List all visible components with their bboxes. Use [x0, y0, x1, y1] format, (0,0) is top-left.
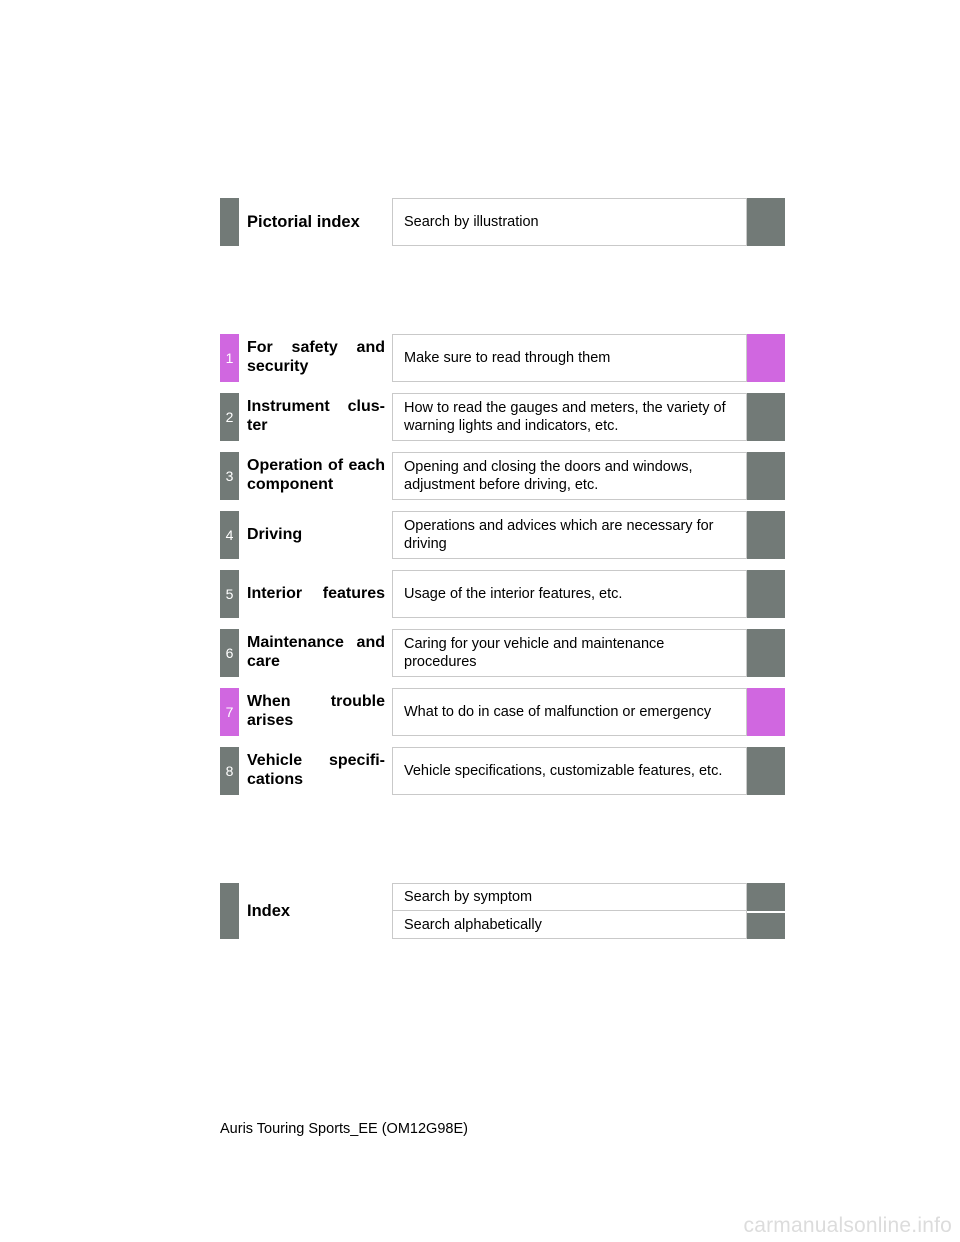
- page: Pictorial index Search by illustration 1…: [0, 0, 960, 1242]
- chapter-description: Operations and advices which are necessa…: [392, 511, 747, 559]
- chapter-right-tab: [747, 452, 785, 500]
- index-desc-2: Search alphabetically: [392, 911, 747, 939]
- chapter-title: Driving: [239, 511, 392, 559]
- chapter-title: Operation of each component: [239, 452, 392, 500]
- chapters-list: 1For safety and securityMake sure to rea…: [220, 334, 785, 795]
- chapter-title: Interior features: [239, 570, 392, 618]
- chapter-number-tab: 5: [220, 570, 239, 618]
- chapter-description: Opening and closing the doors and window…: [392, 452, 747, 500]
- chapter-number-tab: 8: [220, 747, 239, 795]
- pictorial-row: Pictorial index Search by illustration: [220, 198, 785, 246]
- chapter-title: Vehicle specifi-cations: [239, 747, 392, 795]
- index-title: Index: [239, 883, 392, 939]
- chapter-number-tab: 6: [220, 629, 239, 677]
- chapter-right-tab: [747, 393, 785, 441]
- chapter-row: 8Vehicle specifi-cationsVehicle specific…: [220, 747, 785, 795]
- chapter-row: 2Instrument clus-terHow to read the gaug…: [220, 393, 785, 441]
- chapter-row: 3Operation of each componentOpening and …: [220, 452, 785, 500]
- chapter-row: 4DrivingOperations and advices which are…: [220, 511, 785, 559]
- chapter-description: Make sure to read through them: [392, 334, 747, 382]
- chapter-description: Vehicle specifications, customizable fea…: [392, 747, 747, 795]
- chapter-description: Usage of the interior features, etc.: [392, 570, 747, 618]
- chapter-description: What to do in case of malfunction or eme…: [392, 688, 747, 736]
- footer-text: Auris Touring Sports_EE (OM12G98E): [220, 1121, 468, 1137]
- index-row: Index Search by symptom Search alphabeti…: [220, 883, 785, 939]
- chapter-description: How to read the gauges and meters, the v…: [392, 393, 747, 441]
- chapter-row: 7When trouble arisesWhat to do in case o…: [220, 688, 785, 736]
- watermark-text: carmanualsonline.info: [744, 1214, 953, 1238]
- chapter-description: Caring for your vehicle and maintenance …: [392, 629, 747, 677]
- index-line-1: Search by symptom: [392, 883, 785, 911]
- chapter-right-tab: [747, 334, 785, 382]
- chapter-title: When trouble arises: [239, 688, 392, 736]
- pictorial-left-tab: [220, 198, 239, 246]
- pictorial-description: Search by illustration: [392, 198, 747, 246]
- chapter-number-tab: 1: [220, 334, 239, 382]
- chapter-row: 6Maintenance and careCaring for your veh…: [220, 629, 785, 677]
- chapter-number-tab: 4: [220, 511, 239, 559]
- index-tab-2: [747, 913, 785, 939]
- chapter-number-tab: 3: [220, 452, 239, 500]
- chapter-row: 5Interior featuresUsage of the interior …: [220, 570, 785, 618]
- chapter-number-tab: 7: [220, 688, 239, 736]
- index-tab-1: [747, 883, 785, 911]
- index-desc-1: Search by symptom: [392, 883, 747, 911]
- chapter-right-tab: [747, 688, 785, 736]
- pictorial-title: Pictorial index: [239, 198, 392, 246]
- chapter-right-tab: [747, 570, 785, 618]
- chapter-title: For safety and security: [239, 334, 392, 382]
- chapter-title: Maintenance and care: [239, 629, 392, 677]
- chapter-row: 1For safety and securityMake sure to rea…: [220, 334, 785, 382]
- chapter-right-tab: [747, 511, 785, 559]
- chapter-number-tab: 2: [220, 393, 239, 441]
- chapter-title: Instrument clus-ter: [239, 393, 392, 441]
- index-line-2: Search alphabetically: [392, 911, 785, 939]
- index-right-col: Search by symptom Search alphabetically: [392, 883, 785, 939]
- chapter-right-tab: [747, 629, 785, 677]
- chapter-right-tab: [747, 747, 785, 795]
- index-left-tab: [220, 883, 239, 939]
- pictorial-right-tab: [747, 198, 785, 246]
